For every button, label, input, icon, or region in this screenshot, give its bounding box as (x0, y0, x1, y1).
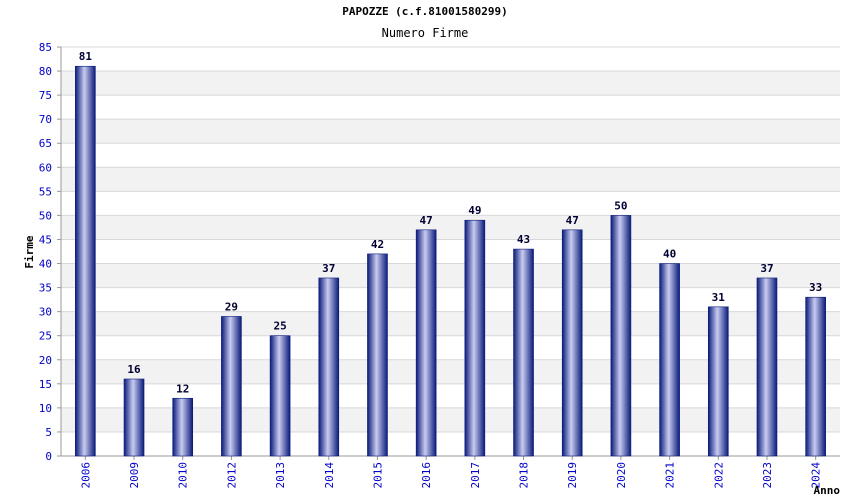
grid-band (61, 215, 840, 240)
bar-2010 (172, 397, 194, 457)
x-tick-label-2009: 2009 (128, 462, 141, 489)
y-tick-label: 55 (39, 185, 52, 198)
y-tick-label: 85 (39, 41, 52, 54)
grid-band (61, 167, 840, 192)
data-label-2023: 37 (760, 262, 773, 275)
x-tick-label-2010: 2010 (177, 462, 190, 489)
y-tick-label: 65 (39, 137, 52, 150)
y-tick-label: 40 (39, 258, 52, 271)
x-tick-label-2022: 2022 (712, 462, 725, 489)
x-tick-label-2015: 2015 (371, 462, 384, 489)
bar-2015 (367, 253, 388, 457)
x-tick-label-2021: 2021 (664, 462, 677, 489)
bar-2023 (756, 277, 778, 457)
x-tick-label-2020: 2020 (615, 462, 628, 489)
data-label-2014: 37 (322, 262, 335, 275)
data-label-2018: 43 (517, 233, 530, 246)
x-tick-label-2014: 2014 (323, 462, 336, 489)
data-label-2010: 12 (176, 382, 189, 395)
data-label-2016: 47 (420, 214, 433, 227)
bar-2018 (513, 248, 534, 457)
x-tick-label-2024: 2024 (810, 462, 823, 489)
y-tick-label: 60 (39, 161, 52, 174)
grid-band (61, 119, 840, 144)
label-layer: 81 2006 16 2009 12 2010 29 2012 25 2013 37 2014 42 20… (79, 50, 823, 488)
y-tick-label: 20 (39, 354, 52, 367)
x-tick-label-2006: 2006 (79, 462, 92, 489)
y-tick-label: 25 (39, 330, 52, 343)
data-label-2015: 42 (371, 238, 384, 251)
bar-2024 (805, 296, 826, 457)
x-tick-label-2013: 2013 (274, 462, 287, 489)
bar-2013 (269, 335, 291, 457)
data-label-2024: 33 (809, 281, 822, 294)
data-label-2020: 50 (614, 199, 627, 212)
bar-2016 (415, 229, 437, 457)
y-tick-label: 45 (39, 233, 52, 246)
bar-layer (75, 65, 826, 457)
y-tick-label: 30 (39, 306, 52, 319)
x-tick-label-2019: 2019 (566, 462, 579, 489)
y-tick-label: 50 (39, 209, 52, 222)
x-tick-label-2016: 2016 (420, 462, 433, 489)
x-tick-label-2012: 2012 (225, 462, 238, 489)
data-label-2009: 16 (127, 363, 141, 376)
y-tick-label: 35 (39, 282, 52, 295)
grid-band (61, 263, 840, 288)
bar-2009 (123, 378, 145, 457)
grid-band (61, 71, 840, 96)
bar-2014 (318, 277, 340, 457)
bar-2020 (610, 215, 632, 457)
data-label-2019: 47 (566, 214, 579, 227)
y-tick-label: 70 (39, 113, 52, 126)
bar-2022 (707, 306, 729, 457)
x-tick-label-2018: 2018 (518, 462, 531, 489)
data-label-2022: 31 (712, 291, 726, 304)
y-tick-label: 0 (45, 450, 52, 463)
data-label-2012: 29 (225, 300, 238, 313)
data-label-2017: 49 (468, 204, 481, 217)
data-label-2013: 25 (273, 320, 286, 333)
y-tick-label: 75 (39, 89, 52, 102)
bar-2006 (75, 65, 96, 457)
bar-2017 (464, 219, 486, 457)
y-tick-label: 10 (39, 402, 52, 415)
chart-title: PAPOZZE (c.f.81001580299) (342, 5, 508, 18)
x-tick-label-2023: 2023 (761, 462, 774, 489)
x-axis-label: Anno (814, 484, 841, 497)
chart-subtitle: Numero Firme (381, 26, 469, 40)
grid-layer (61, 46, 840, 457)
y-tick-label: 5 (45, 426, 52, 439)
data-label-2006: 81 (79, 50, 93, 63)
x-tick-label-2017: 2017 (469, 462, 482, 489)
bar-2019 (561, 229, 583, 457)
y-axis-label: Firme (23, 235, 36, 268)
bar-2012 (221, 316, 242, 457)
y-tick-label: 80 (39, 65, 52, 78)
bar-2021 (659, 263, 680, 457)
y-tick-label: 15 (39, 378, 52, 391)
data-label-2021: 40 (663, 248, 676, 261)
